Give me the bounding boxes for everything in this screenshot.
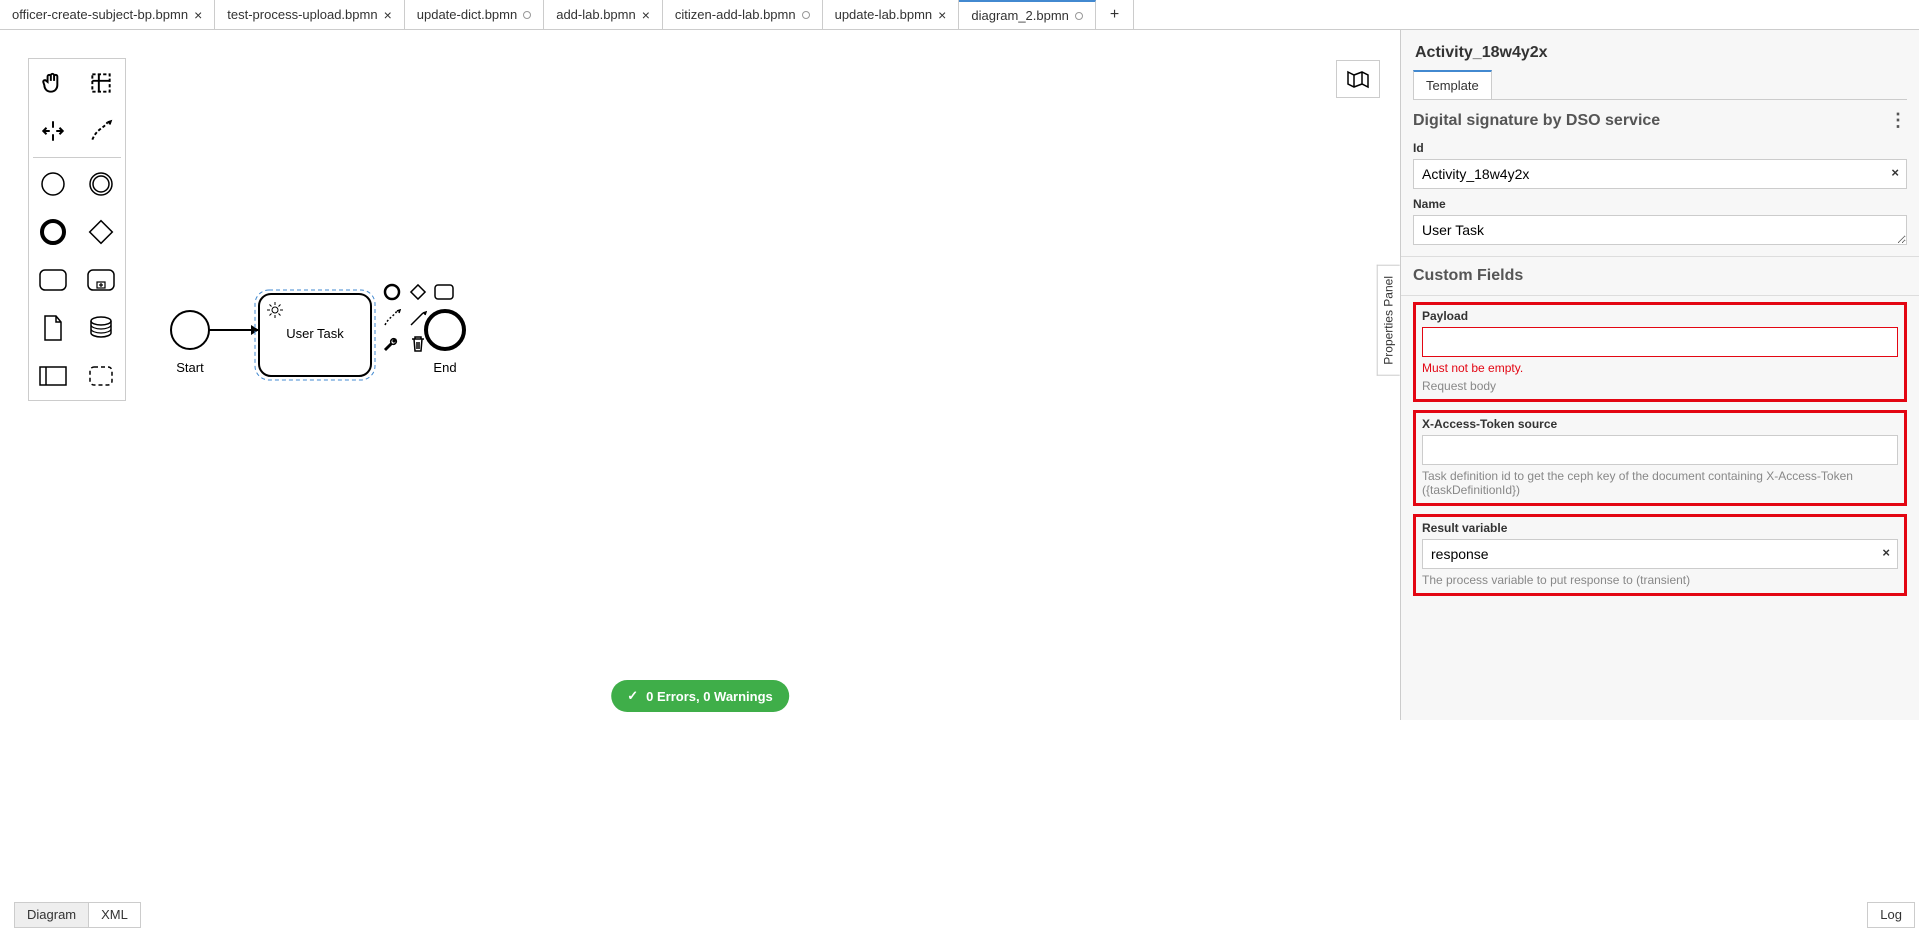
payload-hint: Request body (1422, 379, 1898, 393)
properties-panel-toggle[interactable]: Properties Panel (1377, 265, 1400, 376)
ctx-gateway-icon[interactable] (406, 280, 430, 304)
token-field-group: X-Access-Token source Task definition id… (1413, 410, 1907, 506)
token-label: X-Access-Token source (1422, 417, 1898, 431)
end-label: End (433, 360, 456, 375)
gateway-icon[interactable] (77, 208, 125, 256)
tab-label: test-process-upload.bpmn (227, 7, 377, 22)
clear-icon[interactable]: × (1882, 545, 1890, 560)
file-tab[interactable]: officer-create-subject-bp.bpmn × (0, 0, 215, 29)
tool-palette (28, 58, 126, 401)
close-icon[interactable]: × (194, 7, 202, 23)
dirty-icon (802, 11, 810, 19)
main-area: Start User Task End (0, 30, 1919, 720)
validation-status-badge[interactable]: ✓ 0 Errors, 0 Warnings (611, 680, 789, 712)
token-input[interactable] (1422, 435, 1898, 465)
end-event-icon[interactable] (29, 208, 77, 256)
start-event-node[interactable] (171, 311, 209, 349)
file-tab[interactable]: update-lab.bpmn × (823, 0, 960, 29)
context-pad (380, 280, 456, 356)
view-tab-xml[interactable]: XML (88, 902, 141, 928)
ctx-trash-icon[interactable] (406, 332, 430, 356)
dirty-icon (1075, 12, 1083, 20)
ctx-connect-icon[interactable] (406, 306, 430, 330)
data-store-icon[interactable] (77, 304, 125, 352)
subprocess-icon[interactable] (77, 256, 125, 304)
participant-icon[interactable] (29, 352, 77, 400)
minimap-toggle[interactable] (1336, 60, 1380, 98)
file-tab[interactable]: test-process-upload.bpmn × (215, 0, 405, 29)
id-label: Id (1413, 141, 1907, 155)
more-menu-icon[interactable]: ⋮ (1889, 110, 1907, 131)
intermediate-event-icon[interactable] (77, 160, 125, 208)
hand-tool-icon[interactable] (29, 59, 77, 107)
close-icon[interactable]: × (642, 7, 650, 23)
ctx-end-event-icon[interactable] (380, 280, 404, 304)
payload-field-group: Payload Must not be empty. Request body (1413, 302, 1907, 402)
add-tab-button[interactable]: + (1096, 0, 1134, 29)
check-icon: ✓ (627, 688, 638, 704)
id-input[interactable] (1413, 159, 1907, 189)
tab-label: officer-create-subject-bp.bpmn (12, 7, 188, 22)
view-tab-diagram[interactable]: Diagram (14, 902, 89, 928)
file-tab[interactable]: citizen-add-lab.bpmn (663, 0, 823, 29)
lasso-tool-icon[interactable] (77, 59, 125, 107)
payload-label: Payload (1422, 309, 1898, 323)
group-icon[interactable] (77, 352, 125, 400)
global-connect-tool-icon[interactable] (77, 107, 125, 155)
payload-input[interactable] (1422, 327, 1898, 357)
task-icon[interactable] (29, 256, 77, 304)
task-label: User Task (286, 326, 344, 341)
dirty-icon (523, 11, 531, 19)
status-text: 0 Errors, 0 Warnings (646, 689, 773, 704)
file-tabs: officer-create-subject-bp.bpmn × test-pro… (0, 0, 1919, 30)
properties-panel: Activity_18w4y2x Template Digital signat… (1400, 30, 1919, 720)
space-tool-icon[interactable] (29, 107, 77, 155)
name-label: Name (1413, 197, 1907, 211)
payload-error: Must not be empty. (1422, 361, 1898, 375)
result-field-group: Result variable × The process variable t… (1413, 514, 1907, 596)
ctx-annotation-icon[interactable] (380, 306, 404, 330)
result-label: Result variable (1422, 521, 1898, 535)
properties-subtabs: Template (1413, 70, 1907, 100)
close-icon[interactable]: × (938, 7, 946, 23)
custom-fields-header: Custom Fields (1401, 256, 1919, 296)
start-event-icon[interactable] (29, 160, 77, 208)
file-tab[interactable]: update-dict.bpmn (405, 0, 544, 29)
bottom-bar: Diagram XML Log (0, 902, 1919, 928)
token-hint: Task definition id to get the ceph key o… (1422, 469, 1898, 497)
tab-label: update-dict.bpmn (417, 7, 517, 22)
result-hint: The process variable to put response to … (1422, 573, 1898, 587)
canvas[interactable]: Start User Task End (0, 30, 1400, 720)
start-label: Start (176, 360, 204, 375)
template-section-title: Digital signature by DSO service (1413, 112, 1660, 130)
ctx-wrench-icon[interactable] (380, 332, 404, 356)
data-object-icon[interactable] (29, 304, 77, 352)
clear-icon[interactable]: × (1891, 165, 1899, 180)
result-input[interactable] (1422, 539, 1898, 569)
name-input[interactable] (1413, 215, 1907, 245)
file-tab[interactable]: add-lab.bpmn × (544, 0, 663, 29)
ctx-task-icon[interactable] (432, 280, 456, 304)
tab-label: diagram_2.bpmn (971, 8, 1069, 23)
element-title: Activity_18w4y2x (1413, 40, 1907, 70)
tab-label: update-lab.bpmn (835, 7, 933, 22)
close-icon[interactable]: × (384, 7, 392, 23)
log-button[interactable]: Log (1867, 902, 1915, 928)
tab-template[interactable]: Template (1413, 70, 1492, 99)
file-tab-active[interactable]: diagram_2.bpmn (959, 0, 1096, 29)
tab-label: citizen-add-lab.bpmn (675, 7, 796, 22)
tab-label: add-lab.bpmn (556, 7, 636, 22)
